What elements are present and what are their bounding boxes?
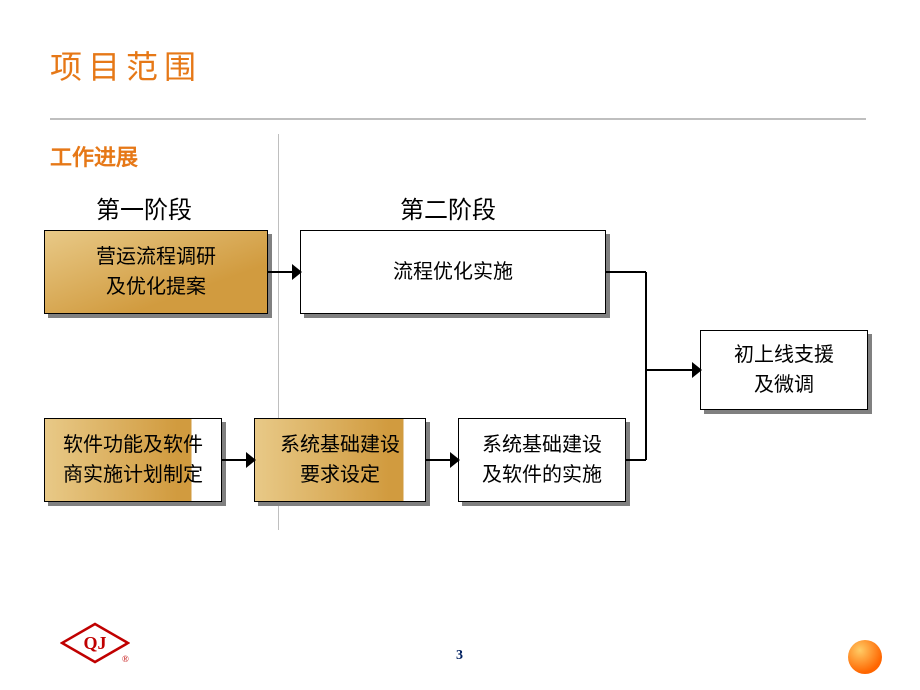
arrow-segment xyxy=(426,459,450,461)
svg-text:QJ: QJ xyxy=(83,633,106,653)
arrow-head-icon xyxy=(246,452,256,468)
flow-node-n6: 初上线支援 及微调 xyxy=(700,330,868,410)
arrow-segment xyxy=(626,459,646,461)
flow-node-n2: 流程优化实施 xyxy=(300,230,606,314)
arrow-segment xyxy=(645,272,647,370)
slide-title: 项目范围 xyxy=(50,42,202,88)
arrow-head-icon xyxy=(692,362,702,378)
arrow-head-icon xyxy=(450,452,460,468)
circle-logo-icon xyxy=(848,640,882,674)
slide-subtitle: 工作进展 xyxy=(50,140,138,172)
qj-logo: QJ ® xyxy=(60,622,130,664)
flow-node-n1: 营运流程调研 及优化提案 xyxy=(44,230,268,314)
arrow-segment xyxy=(222,459,246,461)
flow-node-n5: 系统基础建设 及软件的实施 xyxy=(458,418,626,502)
page-number: 3 xyxy=(456,648,463,664)
arrow-segment xyxy=(645,370,647,460)
flow-node-n4: 系统基础建设 要求设定 xyxy=(254,418,426,502)
svg-text:®: ® xyxy=(122,654,129,664)
arrow-segment xyxy=(658,369,692,371)
phase-label-1: 第一阶段 xyxy=(96,190,192,225)
phase-label-2: 第二阶段 xyxy=(400,190,496,225)
title-divider xyxy=(50,118,866,120)
flow-node-n3: 软件功能及软件 商实施计划制定 xyxy=(44,418,222,502)
arrow-segment xyxy=(606,271,646,273)
arrow-head-icon xyxy=(292,264,302,280)
arrow-segment xyxy=(268,271,292,273)
arrow-segment xyxy=(646,369,658,371)
